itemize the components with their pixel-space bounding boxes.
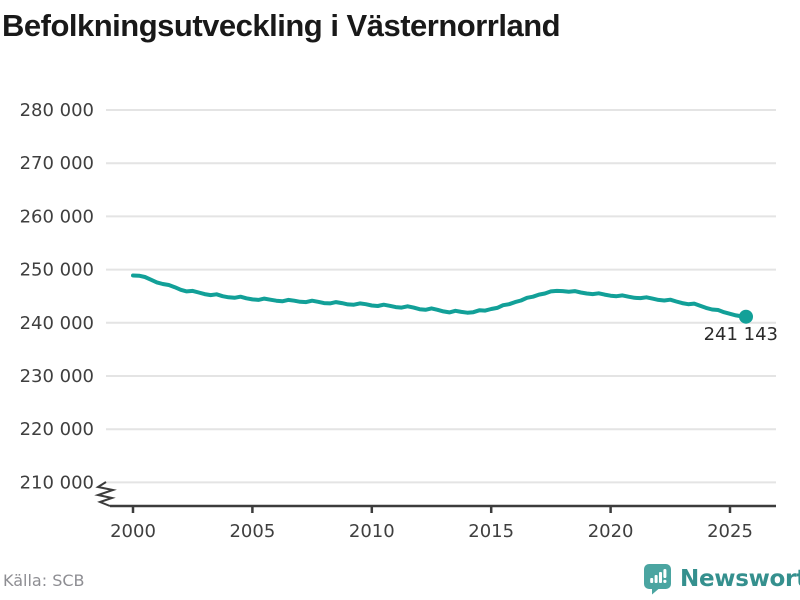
y-tick-label: 260 000 [20, 206, 94, 227]
y-tick-label: 210 000 [20, 472, 94, 493]
x-tick-label: 2005 [229, 521, 275, 542]
y-tick-label: 250 000 [20, 260, 94, 281]
population-line [131, 273, 748, 319]
chart-title: Befolkningsutveckling i Västernorrland [2, 8, 561, 43]
x-tick-label: 2015 [468, 521, 514, 542]
end-value-label: 241 143 [703, 324, 778, 345]
y-tick-label: 220 000 [20, 419, 94, 440]
bar-chart-speech-bubble-icon [644, 564, 671, 595]
x-tick-label: 2000 [110, 521, 156, 542]
y-tick-label: 230 000 [20, 366, 94, 387]
axis-break-icon [94, 481, 117, 507]
y-tick-label: 270 000 [20, 153, 94, 174]
newsworthy-logo-text: Newsworthy [680, 566, 800, 592]
x-tick-label: 2025 [707, 521, 753, 542]
source-label: Källa: SCB [3, 571, 85, 590]
x-tick-label: 2010 [349, 521, 395, 542]
x-tick-label: 2020 [588, 521, 634, 542]
y-tick-label: 280 000 [20, 100, 94, 121]
end-point-dot [739, 309, 753, 324]
y-tick-label: 240 000 [20, 313, 94, 334]
newsworthy-logo: Newsworthy [643, 563, 800, 595]
